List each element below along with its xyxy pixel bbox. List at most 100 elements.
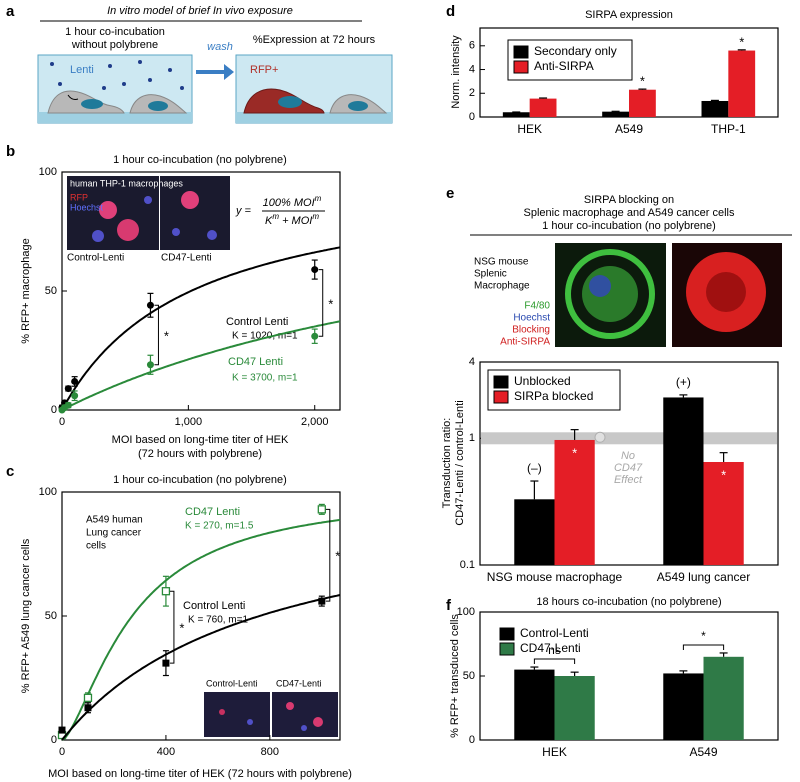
cell-blob <box>247 719 253 725</box>
significance-mark: * <box>640 74 645 89</box>
nucleus <box>589 275 611 297</box>
bar-note: (+) <box>676 375 691 389</box>
fit-curve <box>61 246 341 411</box>
significance-mark: * <box>328 296 333 311</box>
inset-label: CD47-Lenti <box>276 678 322 688</box>
wash-label: wash <box>207 41 233 53</box>
significance-bracket <box>169 590 175 664</box>
chart-title: SIRPA blocking on <box>584 194 674 206</box>
bar <box>663 673 704 740</box>
formula-part: m <box>315 194 322 203</box>
inset-images: human THP-1 macrophages RFP Hoechst Cont… <box>67 176 230 264</box>
y-tick-label: 1 <box>469 432 475 444</box>
point <box>161 587 171 596</box>
series-label: CD47 Lenti <box>185 506 240 518</box>
y-axis-label: % RFP+ transduced cells <box>449 614 461 738</box>
significance-bracket <box>318 269 324 337</box>
bar <box>728 50 756 118</box>
significance-mark: * <box>164 328 169 343</box>
formula-part: 100% MOI <box>263 197 315 209</box>
significance-bracket <box>325 508 331 602</box>
inset-text: Lung cancer <box>86 528 142 539</box>
point <box>146 361 154 369</box>
y-axis-label: Transduction ratio: <box>441 418 453 509</box>
formula: y = <box>235 205 252 217</box>
bar <box>663 397 704 565</box>
point <box>317 505 326 514</box>
cell-blob <box>219 709 225 715</box>
legend-box <box>487 369 621 411</box>
cell-body <box>582 266 638 322</box>
point <box>311 332 319 340</box>
formula-part: m <box>272 212 279 221</box>
micrographs <box>555 243 782 347</box>
legend-label: Anti-SIRPA <box>534 59 594 73</box>
cell-blob <box>313 717 323 727</box>
y-tick-label: 4 <box>469 356 475 368</box>
y-tick-label: 0 <box>469 111 475 123</box>
stain-label: RFP <box>70 192 88 202</box>
legend-label: Unblocked <box>514 374 571 388</box>
micrograph <box>204 692 270 737</box>
point <box>311 266 319 274</box>
formula-part: K <box>265 215 273 227</box>
point <box>64 401 72 409</box>
panel-label: d <box>446 3 455 20</box>
stain-label: Hoechst <box>70 202 104 212</box>
x-axis-label: (72 hours with polybrene) <box>138 448 262 460</box>
x-axis-label: MOI based on long-time titer of HEK <box>112 434 289 446</box>
formula-part: m <box>312 212 319 221</box>
y-axis-label: CD47-Lenti / control-Lenti <box>454 400 466 525</box>
y-axis-label: % RFP+ macrophage <box>20 238 32 343</box>
fit-curve <box>61 594 341 741</box>
significance-bracket <box>533 658 576 665</box>
stain-label: Hoechst <box>513 313 550 324</box>
significance-mark: * <box>335 549 340 564</box>
caption: without polybrene <box>71 39 158 51</box>
point <box>146 301 154 309</box>
cell-core <box>706 272 746 312</box>
inset-text: A549 human <box>86 515 143 526</box>
significance-mark: ns <box>548 643 561 657</box>
legend-label: Control-Lenti <box>520 626 589 640</box>
virus-dots <box>50 60 184 90</box>
legend-label: CD47-Lenti <box>520 641 581 655</box>
legend-label: Secondary only <box>534 44 617 58</box>
dish-floor <box>38 112 192 123</box>
series-label: Control Lenti <box>183 600 245 612</box>
bar <box>602 111 629 117</box>
bar <box>514 669 555 740</box>
image-text: Macrophage <box>474 281 530 292</box>
y-tick-label: 0 <box>469 734 475 746</box>
point <box>162 659 170 667</box>
legend-swatch <box>513 60 529 74</box>
significance-mark: * <box>701 629 706 643</box>
nucleus <box>81 99 103 109</box>
y-tick-label: 100 <box>39 166 57 178</box>
dish-floor <box>236 112 392 123</box>
y-tick-label: 50 <box>45 610 57 622</box>
cell-blob <box>117 219 139 241</box>
wash-arrow <box>196 64 234 80</box>
x-tick-label: 1,000 <box>175 416 203 428</box>
x-tick-label: A549 <box>689 745 717 759</box>
point <box>71 377 79 385</box>
x-tick-label: NSG mouse macrophage <box>487 570 623 584</box>
y-tick-label: 0.1 <box>460 559 475 571</box>
bar <box>703 656 744 740</box>
legend-swatch <box>493 390 509 404</box>
cell-blob <box>92 230 104 242</box>
y-tick-label: 6 <box>469 40 475 52</box>
series-label: Control Lenti <box>226 316 288 328</box>
chart-title: 1 hour co-incubation (no polybrene) <box>113 154 287 166</box>
x-tick-label: THP-1 <box>711 122 746 136</box>
bar <box>554 676 595 740</box>
inset-label: Control-Lenti <box>206 678 258 688</box>
formula: 100% MOIm <box>263 194 322 209</box>
legend-box <box>507 39 633 81</box>
significance-bracket <box>682 644 725 650</box>
significance-mark: * <box>739 34 744 49</box>
cell-blob <box>99 201 117 219</box>
legend-swatch <box>493 375 509 389</box>
